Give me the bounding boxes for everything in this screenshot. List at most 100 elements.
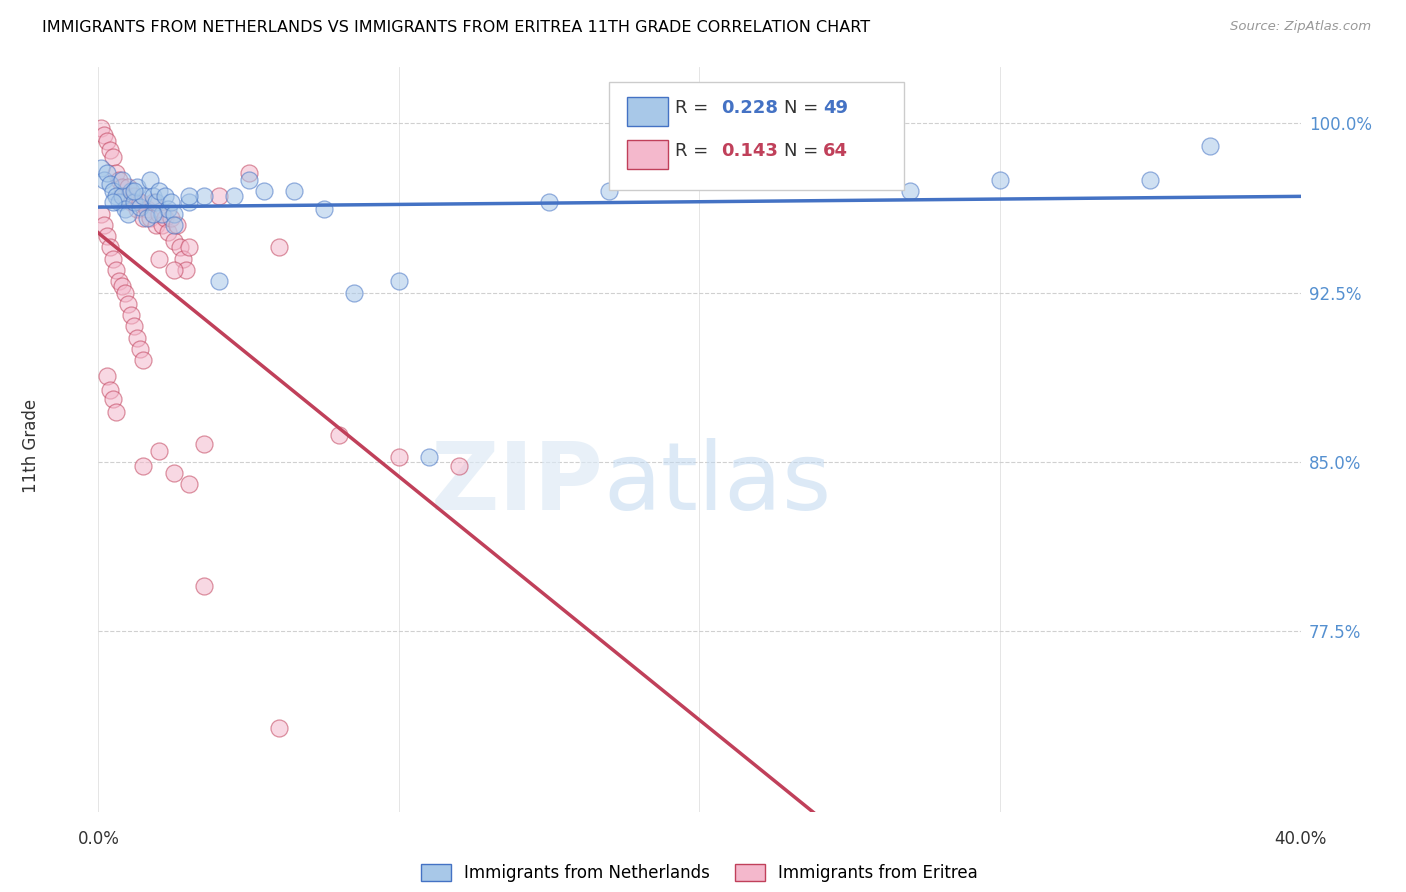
Point xyxy=(145,218,167,232)
Point xyxy=(447,459,470,474)
Point xyxy=(141,195,163,210)
Point xyxy=(90,206,112,220)
Point xyxy=(114,285,136,300)
Text: 0.0%: 0.0% xyxy=(77,830,120,847)
Point xyxy=(156,202,179,216)
Text: R =: R = xyxy=(675,99,714,117)
Point xyxy=(103,392,125,406)
Text: 49: 49 xyxy=(824,99,848,117)
Point xyxy=(150,218,173,232)
Point xyxy=(153,211,176,226)
Point xyxy=(127,202,149,216)
Point xyxy=(100,178,122,192)
Point xyxy=(132,211,155,226)
Text: Source: ZipAtlas.com: Source: ZipAtlas.com xyxy=(1230,20,1371,33)
Point xyxy=(132,459,155,474)
Point xyxy=(238,166,260,180)
Point xyxy=(388,274,411,288)
Point xyxy=(121,184,143,198)
Point xyxy=(177,240,200,254)
Point xyxy=(100,383,122,397)
Point xyxy=(222,188,245,202)
Point xyxy=(162,218,184,232)
Point xyxy=(105,166,128,180)
Point xyxy=(103,195,125,210)
Point xyxy=(96,166,118,180)
Text: ZIP: ZIP xyxy=(430,438,603,530)
Text: 64: 64 xyxy=(824,142,848,160)
Text: 0.143: 0.143 xyxy=(721,142,778,160)
Point xyxy=(193,188,215,202)
Point xyxy=(114,188,136,202)
Point xyxy=(162,466,184,480)
Point xyxy=(1199,139,1222,153)
Point xyxy=(267,721,290,735)
Point xyxy=(159,211,181,226)
Point xyxy=(105,405,128,419)
Point xyxy=(141,206,163,220)
Point xyxy=(127,331,149,345)
Point xyxy=(138,211,160,226)
Point xyxy=(898,184,921,198)
Point xyxy=(148,206,170,220)
FancyBboxPatch shape xyxy=(627,140,668,169)
Point xyxy=(124,188,146,202)
Point xyxy=(162,206,184,220)
Point xyxy=(312,202,335,216)
Point xyxy=(111,278,134,293)
Point xyxy=(93,128,115,142)
Point xyxy=(124,319,146,334)
Point xyxy=(124,195,146,210)
Point xyxy=(108,195,131,210)
Point xyxy=(162,263,184,277)
Point xyxy=(117,206,139,220)
Point xyxy=(111,188,134,202)
Point xyxy=(177,477,200,491)
Point xyxy=(93,173,115,187)
Point xyxy=(132,188,155,202)
Point xyxy=(145,195,167,210)
Point xyxy=(138,173,160,187)
Point xyxy=(238,173,260,187)
FancyBboxPatch shape xyxy=(609,82,904,190)
Point xyxy=(96,369,118,384)
Point xyxy=(114,202,136,216)
Point xyxy=(267,240,290,254)
Point xyxy=(127,179,149,194)
Point xyxy=(208,274,231,288)
Point xyxy=(166,218,188,232)
Point xyxy=(108,173,131,187)
Legend: Immigrants from Netherlands, Immigrants from Eritrea: Immigrants from Netherlands, Immigrants … xyxy=(415,857,984,889)
Point xyxy=(105,263,128,277)
Text: 40.0%: 40.0% xyxy=(1274,830,1327,847)
Point xyxy=(150,206,173,220)
Point xyxy=(103,150,125,164)
Point xyxy=(105,188,128,202)
Point xyxy=(748,173,770,187)
Point xyxy=(148,252,170,266)
Point xyxy=(153,188,176,202)
Point xyxy=(253,184,276,198)
Point xyxy=(193,437,215,451)
Point xyxy=(111,173,134,187)
Point xyxy=(129,200,152,214)
Point xyxy=(1139,173,1161,187)
Text: R =: R = xyxy=(675,142,714,160)
Point xyxy=(103,252,125,266)
Point xyxy=(129,195,152,210)
Point xyxy=(117,297,139,311)
Point xyxy=(129,342,152,356)
Point xyxy=(141,188,163,202)
Text: N =: N = xyxy=(783,142,824,160)
Point xyxy=(388,450,411,465)
Point xyxy=(598,184,620,198)
Text: 0.228: 0.228 xyxy=(721,99,778,117)
Point xyxy=(174,263,197,277)
Point xyxy=(148,184,170,198)
Point xyxy=(135,211,157,226)
Point xyxy=(96,135,118,149)
Point xyxy=(328,427,350,442)
Text: 11th Grade: 11th Grade xyxy=(22,399,39,493)
Text: IMMIGRANTS FROM NETHERLANDS VS IMMIGRANTS FROM ERITREA 11TH GRADE CORRELATION CH: IMMIGRANTS FROM NETHERLANDS VS IMMIGRANT… xyxy=(42,20,870,35)
Point xyxy=(193,579,215,593)
